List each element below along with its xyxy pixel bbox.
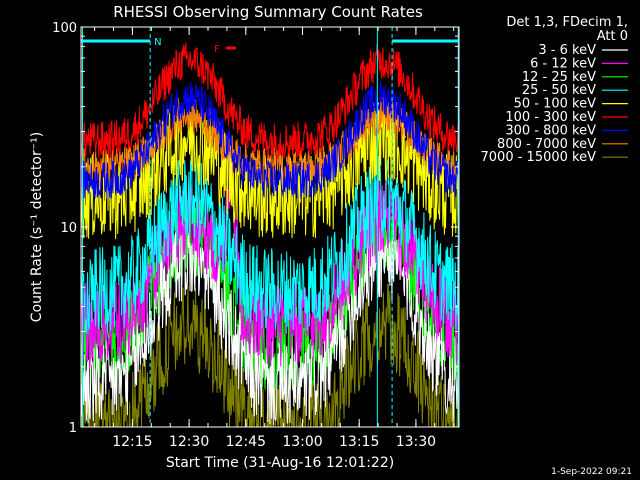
legend-entry-label: 12 - 25 keV (522, 70, 596, 85)
series-line-3-6-kev (80, 220, 460, 426)
legend-header-line-2: Att 0 (597, 29, 628, 44)
generation-timestamp: 1-Sep-2022 09:21 (551, 467, 632, 477)
legend-header-line-1: Det 1,3, FDecim 1, (506, 15, 628, 30)
chart-title: RHESSI Observing Summary Count Rates (113, 3, 423, 21)
x-tick-label: 12:45 (226, 434, 266, 450)
legend-entry-label: 300 - 800 keV (505, 123, 596, 138)
legend-entry-label: 6 - 12 keV (530, 56, 596, 71)
overlay-layer: NF (81, 27, 459, 427)
legend-entry-label: 800 - 7000 keV (497, 137, 596, 152)
y-tick-label: 10 (60, 221, 77, 236)
flare-label: F (214, 44, 220, 55)
y-tick-label: 100 (52, 21, 77, 36)
series-line-25-50-kev (80, 154, 460, 334)
y-tick-label: 1 (69, 421, 77, 436)
legend-entry-label: 50 - 100 keV (514, 97, 597, 112)
series-line-100-300-kev (80, 42, 460, 160)
x-tick-label: 13:00 (282, 434, 322, 450)
x-tick-label: 13:15 (339, 434, 379, 450)
x-tick-label: 12:30 (169, 434, 209, 450)
legend-entry-label: 25 - 50 keV (522, 83, 596, 98)
legend-entry-label: 100 - 300 keV (505, 110, 596, 125)
axes-layer: 12:15 12:30 12:45 13:00 13:15 13:30 1 10 100 (52, 21, 459, 450)
y-axis-label: Count Rate (s⁻¹ detector⁻¹) (29, 132, 45, 322)
x-tick-label: 12:15 (112, 434, 152, 450)
legend-entry-label: 3 - 6 keV (538, 43, 596, 58)
night-label: N (154, 37, 161, 48)
x-tick-label: 13:30 (396, 434, 436, 450)
data-layer (80, 42, 460, 429)
series-line-300-800-kev (80, 80, 460, 199)
legend-entry-label: 7000 - 15000 keV (481, 150, 597, 165)
x-axis-label: Start Time (31-Aug-16 12:01:22) (166, 455, 394, 471)
